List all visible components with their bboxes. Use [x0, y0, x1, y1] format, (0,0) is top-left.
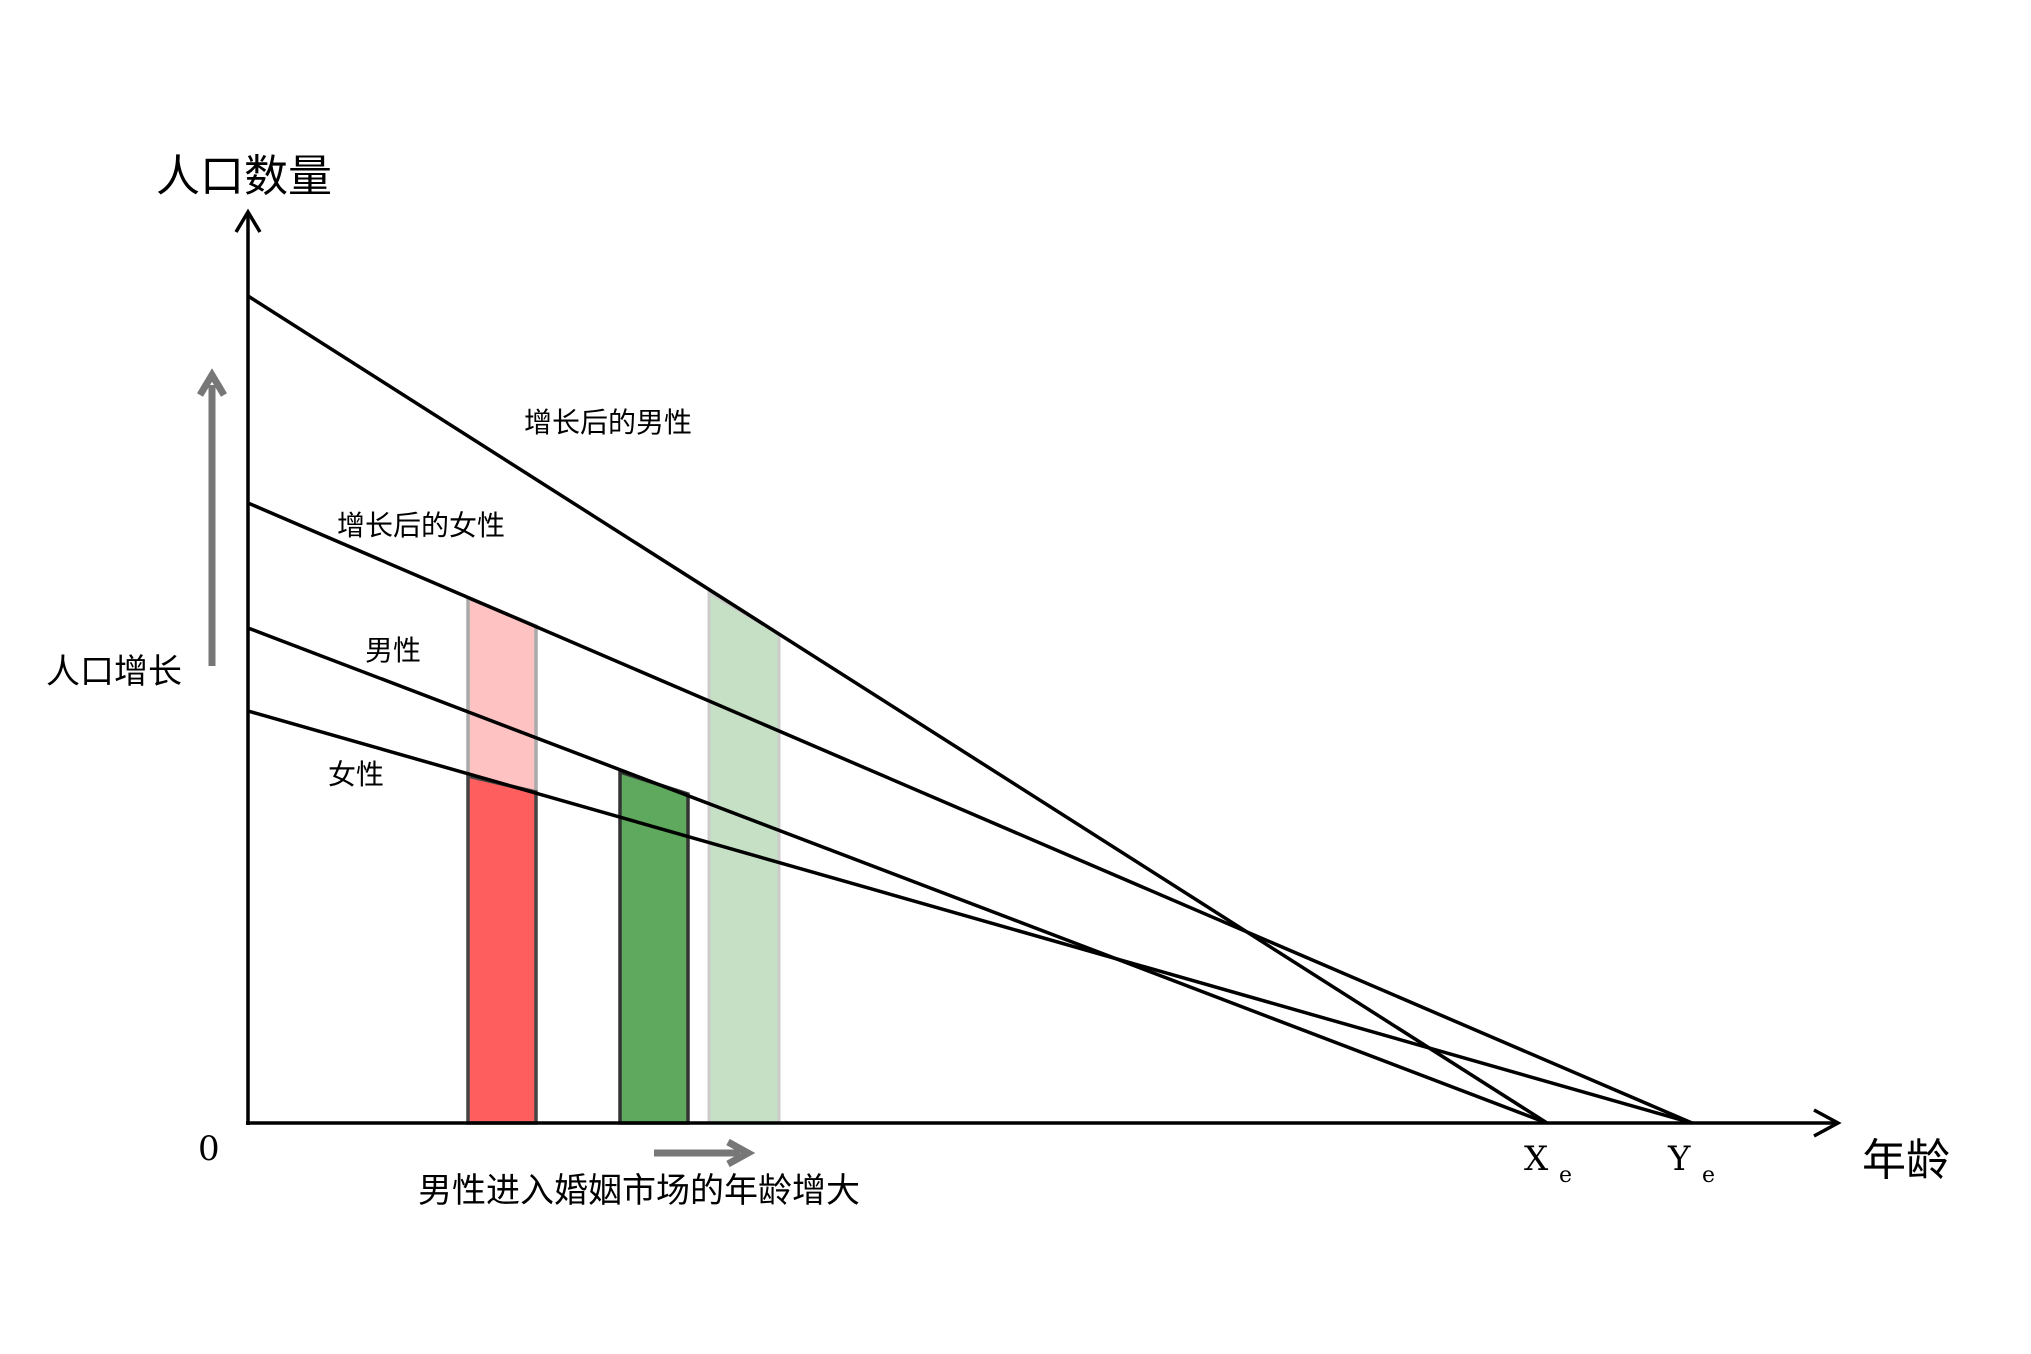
line-female-after [247, 501, 1693, 1125]
marker-xe: X e [1524, 1139, 1572, 1188]
label-female: 女性 [328, 758, 384, 791]
y-axis [234, 208, 262, 1125]
svg-text:Y: Y [1667, 1139, 1691, 1179]
label-female-after: 增长后的女性 [337, 509, 505, 542]
origin-label: 0 [198, 1129, 220, 1169]
age-shift-annotation: 男性进入婚姻市场的年龄增大 [418, 1171, 860, 1211]
x-axis-title: 年龄 [1862, 1135, 1950, 1186]
label-male: 男性 [365, 634, 421, 667]
svg-text:e: e [1702, 1163, 1715, 1188]
age-shift-arrow [654, 1138, 756, 1168]
line-male-after [247, 294, 1548, 1125]
line-female [247, 709, 1693, 1125]
marker-ye: Y e [1667, 1139, 1715, 1188]
line-male [247, 626, 1548, 1125]
female-bar-added-segment [466, 595, 538, 795]
male-bar [618, 769, 690, 1125]
growth-arrow [196, 368, 228, 666]
x-axis [246, 1108, 1842, 1138]
y-axis-title: 人口数量 [156, 151, 332, 202]
svg-text:e: e [1559, 1163, 1572, 1188]
growth-annotation: 人口增长 [46, 652, 182, 692]
label-male-after: 增长后的男性 [524, 406, 692, 439]
svg-text:X: X [1524, 1139, 1549, 1179]
female-bar [466, 773, 538, 1125]
